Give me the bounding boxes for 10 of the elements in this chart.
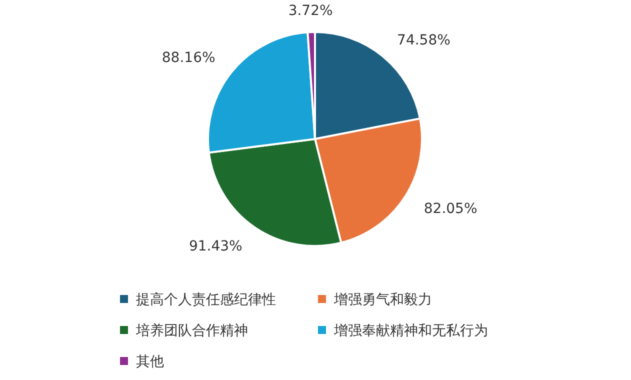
legend-label: 提高个人责任感纪律性 bbox=[136, 292, 276, 308]
legend-label: 培养团队合作精神 bbox=[135, 323, 248, 339]
data-label: 3.72% bbox=[288, 3, 333, 20]
legend-label: 其他 bbox=[136, 354, 164, 370]
legend-label: 增强勇气和毅力 bbox=[333, 292, 432, 308]
data-label: 91.43% bbox=[188, 238, 242, 255]
data-label: 82.05% bbox=[424, 201, 478, 218]
data-label: 88.16% bbox=[162, 50, 216, 66]
legend-label: 增强奉献精神和无私行为 bbox=[333, 323, 488, 339]
data-label: 74.58% bbox=[397, 32, 450, 48]
